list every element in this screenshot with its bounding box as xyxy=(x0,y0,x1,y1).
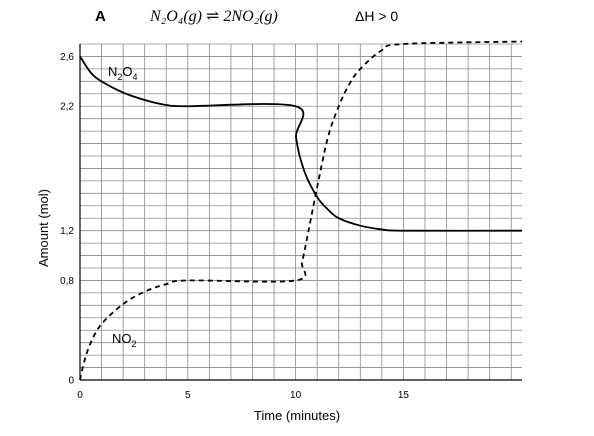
reaction-equation: N₂O₄(g) ⇌ 2NO₂(g) xyxy=(149,8,278,25)
y-tick-label: 2,6 xyxy=(60,52,74,63)
axes xyxy=(79,44,522,381)
x-tick-label: 10 xyxy=(290,390,302,401)
series-lines xyxy=(79,40,523,381)
enthalpy-change: ΔH > 0 xyxy=(355,8,398,24)
y-axis-label: Amount (mol) xyxy=(36,189,51,267)
series-line-no2 xyxy=(79,40,523,381)
x-tick-label: 0 xyxy=(77,390,83,401)
series-label-no2: NO2 xyxy=(112,331,137,349)
panel-letter: A xyxy=(95,8,106,25)
y-tick-label: 1,2 xyxy=(60,226,74,237)
x-tick-label: 15 xyxy=(398,390,410,401)
y-tick-label: 0 xyxy=(68,376,74,387)
series-label-n2o4: N2O4 xyxy=(108,64,138,82)
tick-labels: 0 5 10 15 0 0,8 1,2 2,2 2,6 xyxy=(60,52,409,401)
y-tick-label: 2,2 xyxy=(60,102,74,113)
y-tick-label: 0,8 xyxy=(60,276,74,287)
x-axis-label: Time (minutes) xyxy=(254,408,340,423)
x-tick-label: 5 xyxy=(185,390,191,401)
series-line-n2o4 xyxy=(79,55,523,232)
grid xyxy=(80,43,522,380)
